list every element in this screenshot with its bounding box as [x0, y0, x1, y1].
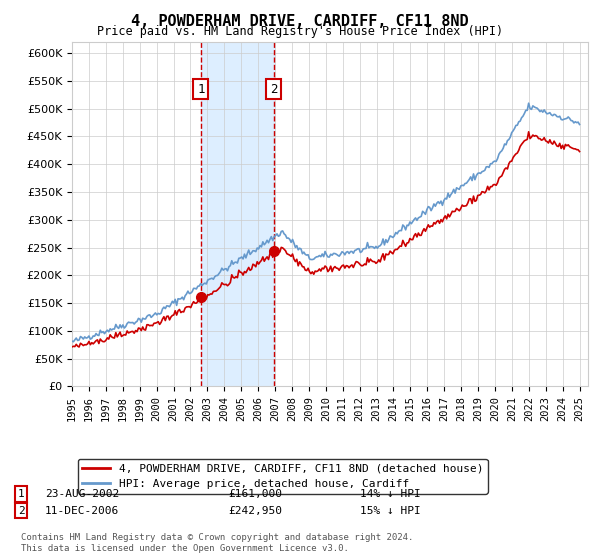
Text: 1: 1 — [17, 489, 25, 499]
Text: 4, POWDERHAM DRIVE, CARDIFF, CF11 8ND: 4, POWDERHAM DRIVE, CARDIFF, CF11 8ND — [131, 14, 469, 29]
Text: 23-AUG-2002: 23-AUG-2002 — [45, 489, 119, 499]
Text: Contains HM Land Registry data © Crown copyright and database right 2024.
This d: Contains HM Land Registry data © Crown c… — [21, 533, 413, 553]
Text: Price paid vs. HM Land Registry's House Price Index (HPI): Price paid vs. HM Land Registry's House … — [97, 25, 503, 38]
Legend: 4, POWDERHAM DRIVE, CARDIFF, CF11 8ND (detached house), HPI: Average price, deta: 4, POWDERHAM DRIVE, CARDIFF, CF11 8ND (d… — [77, 459, 488, 493]
Text: 15% ↓ HPI: 15% ↓ HPI — [360, 506, 421, 516]
Text: 2: 2 — [270, 83, 277, 96]
Text: £242,950: £242,950 — [228, 506, 282, 516]
Text: £161,000: £161,000 — [228, 489, 282, 499]
Text: 2: 2 — [17, 506, 25, 516]
Text: 1: 1 — [197, 83, 205, 96]
Text: 14% ↓ HPI: 14% ↓ HPI — [360, 489, 421, 499]
Text: 11-DEC-2006: 11-DEC-2006 — [45, 506, 119, 516]
Bar — [201, 42, 274, 386]
